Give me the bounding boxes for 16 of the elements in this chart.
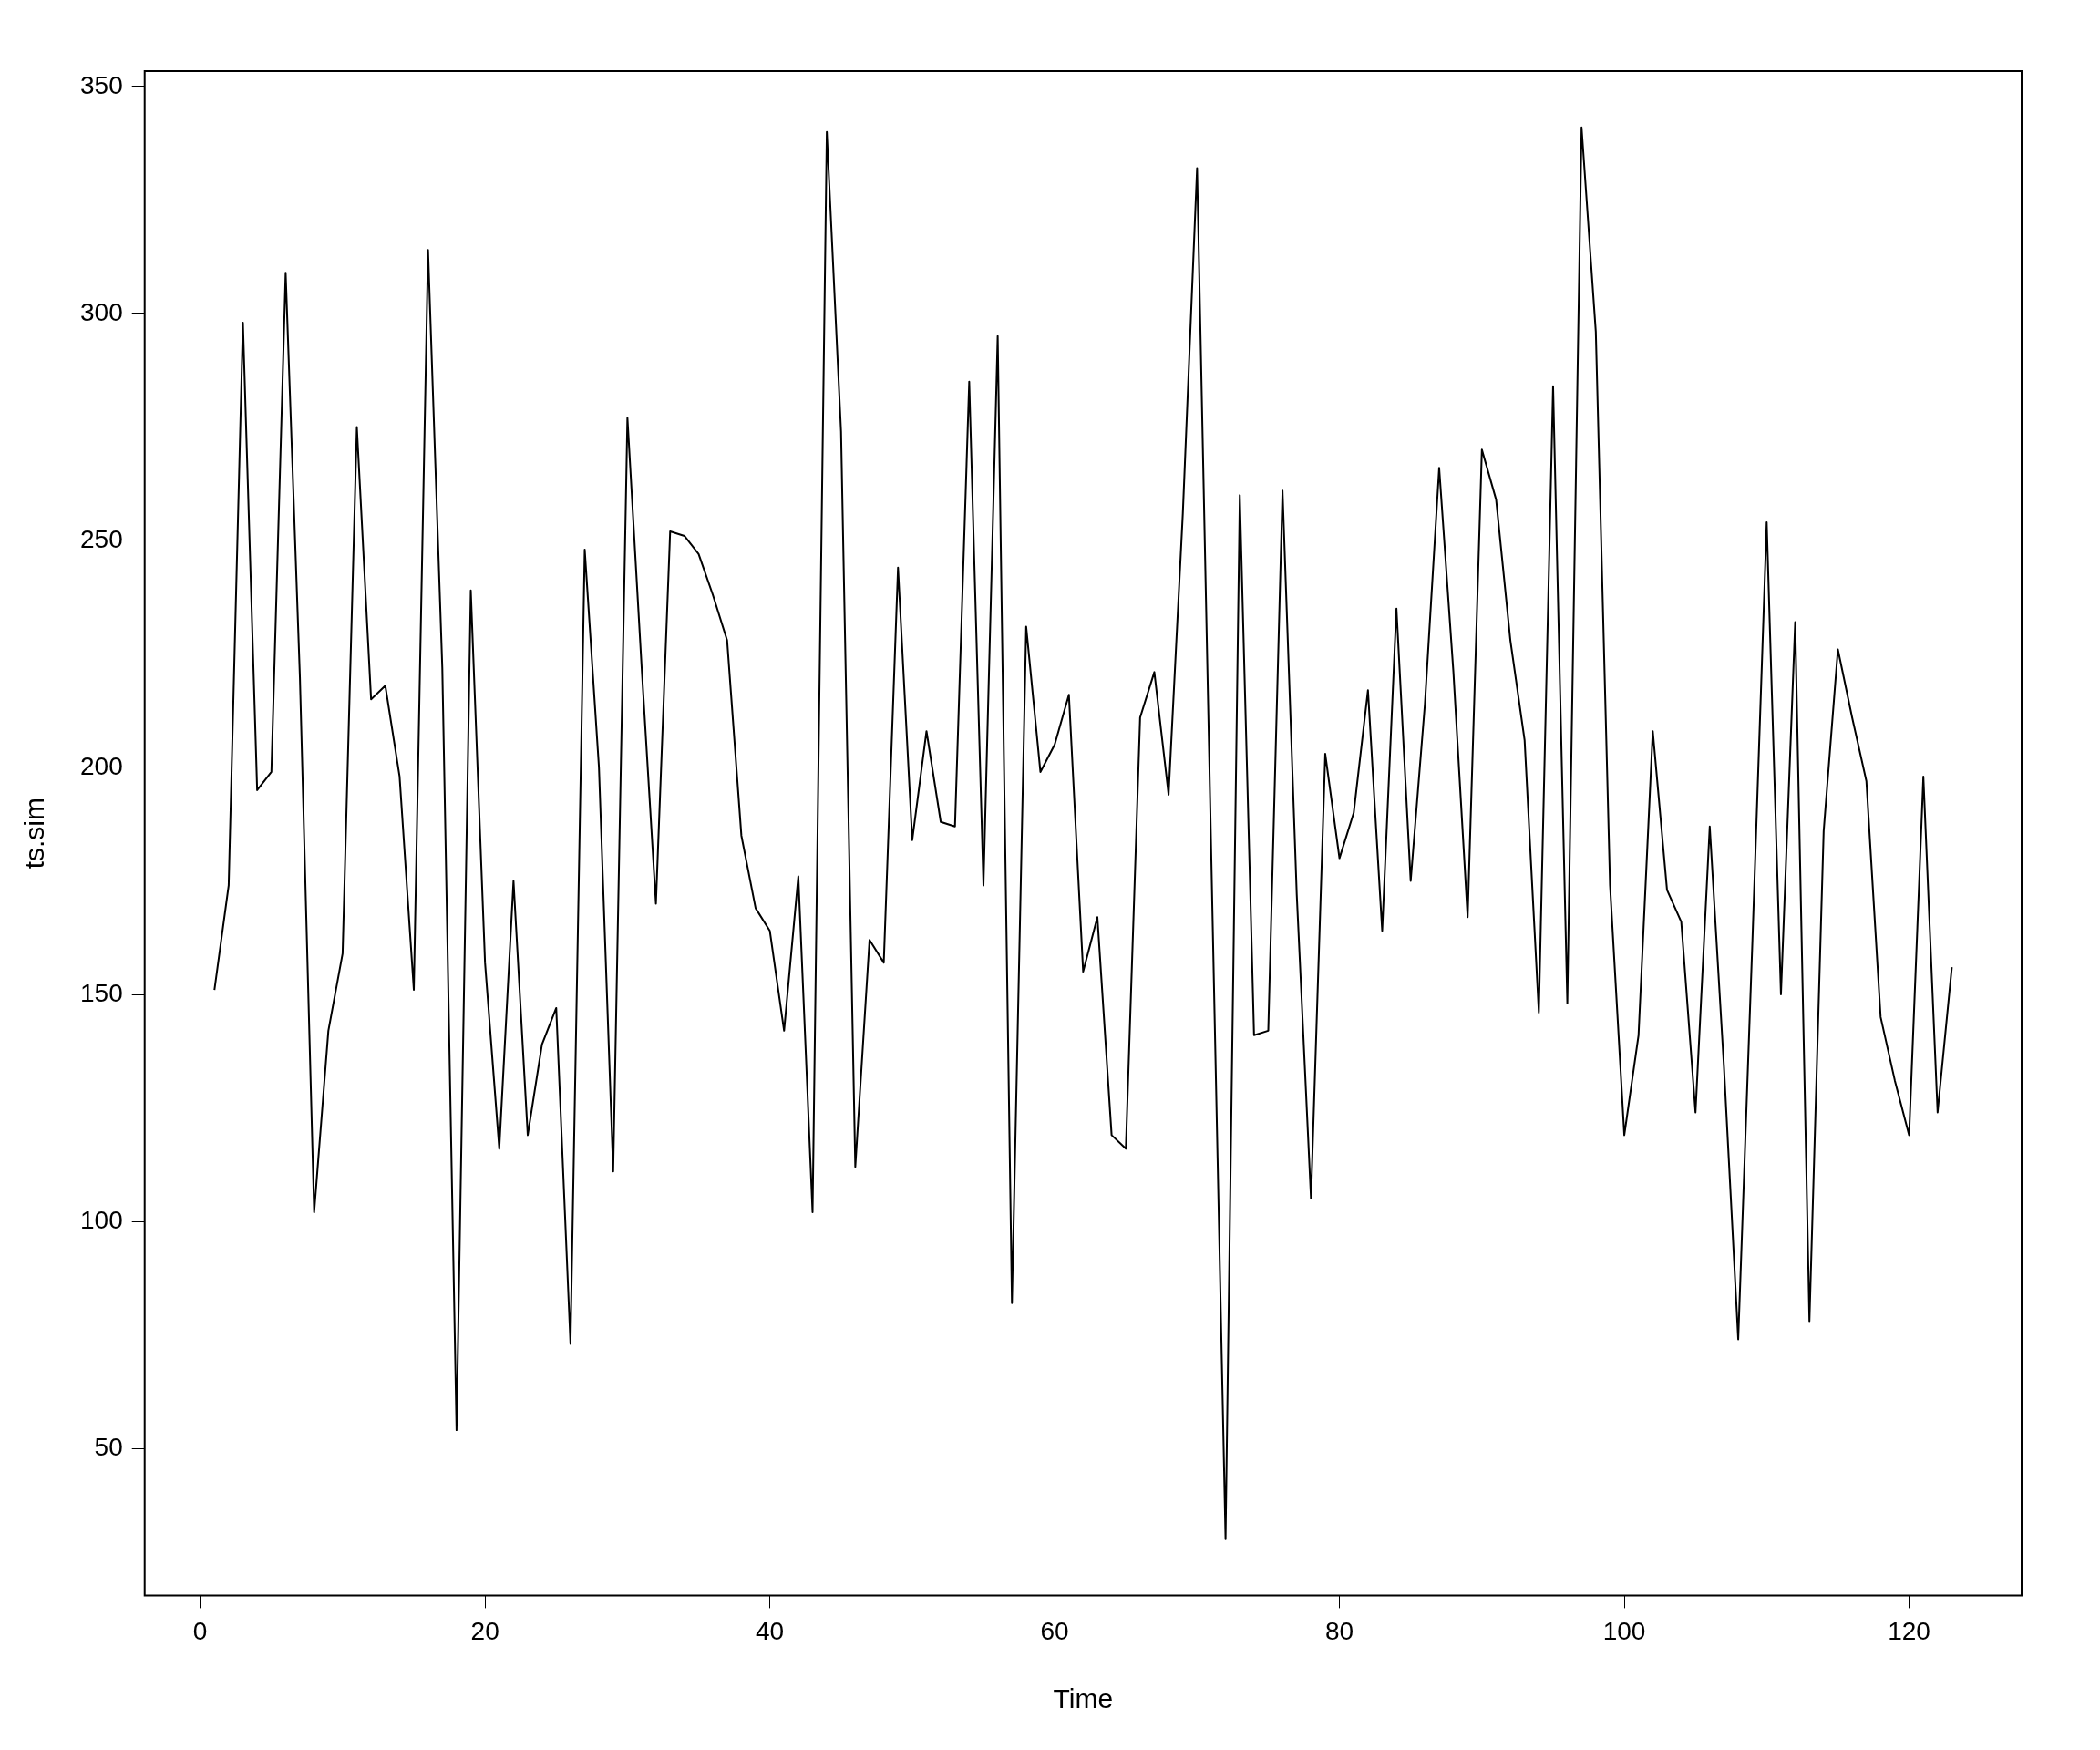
y-tick-label: 150 xyxy=(80,978,123,1007)
y-tick-label: 50 xyxy=(94,1432,123,1461)
y-tick-label: 250 xyxy=(80,524,123,553)
y-axis-title: ts.sim xyxy=(19,798,50,870)
y-tick-label: 350 xyxy=(80,70,123,99)
x-tick-label: 100 xyxy=(1602,1616,1646,1645)
x-tick-label: 20 xyxy=(470,1616,499,1645)
x-axis-title: Time xyxy=(1053,1683,1114,1714)
x-tick-label: 0 xyxy=(192,1616,208,1645)
x-tick-label: 40 xyxy=(756,1616,785,1645)
x-tick-label: 120 xyxy=(1888,1616,1930,1645)
x-tick-label: 60 xyxy=(1040,1616,1069,1645)
y-tick-label: 300 xyxy=(80,297,123,326)
y-tick-label: 200 xyxy=(80,751,123,780)
x-tick-label: 80 xyxy=(1325,1616,1354,1645)
y-tick-label: 100 xyxy=(80,1205,123,1234)
